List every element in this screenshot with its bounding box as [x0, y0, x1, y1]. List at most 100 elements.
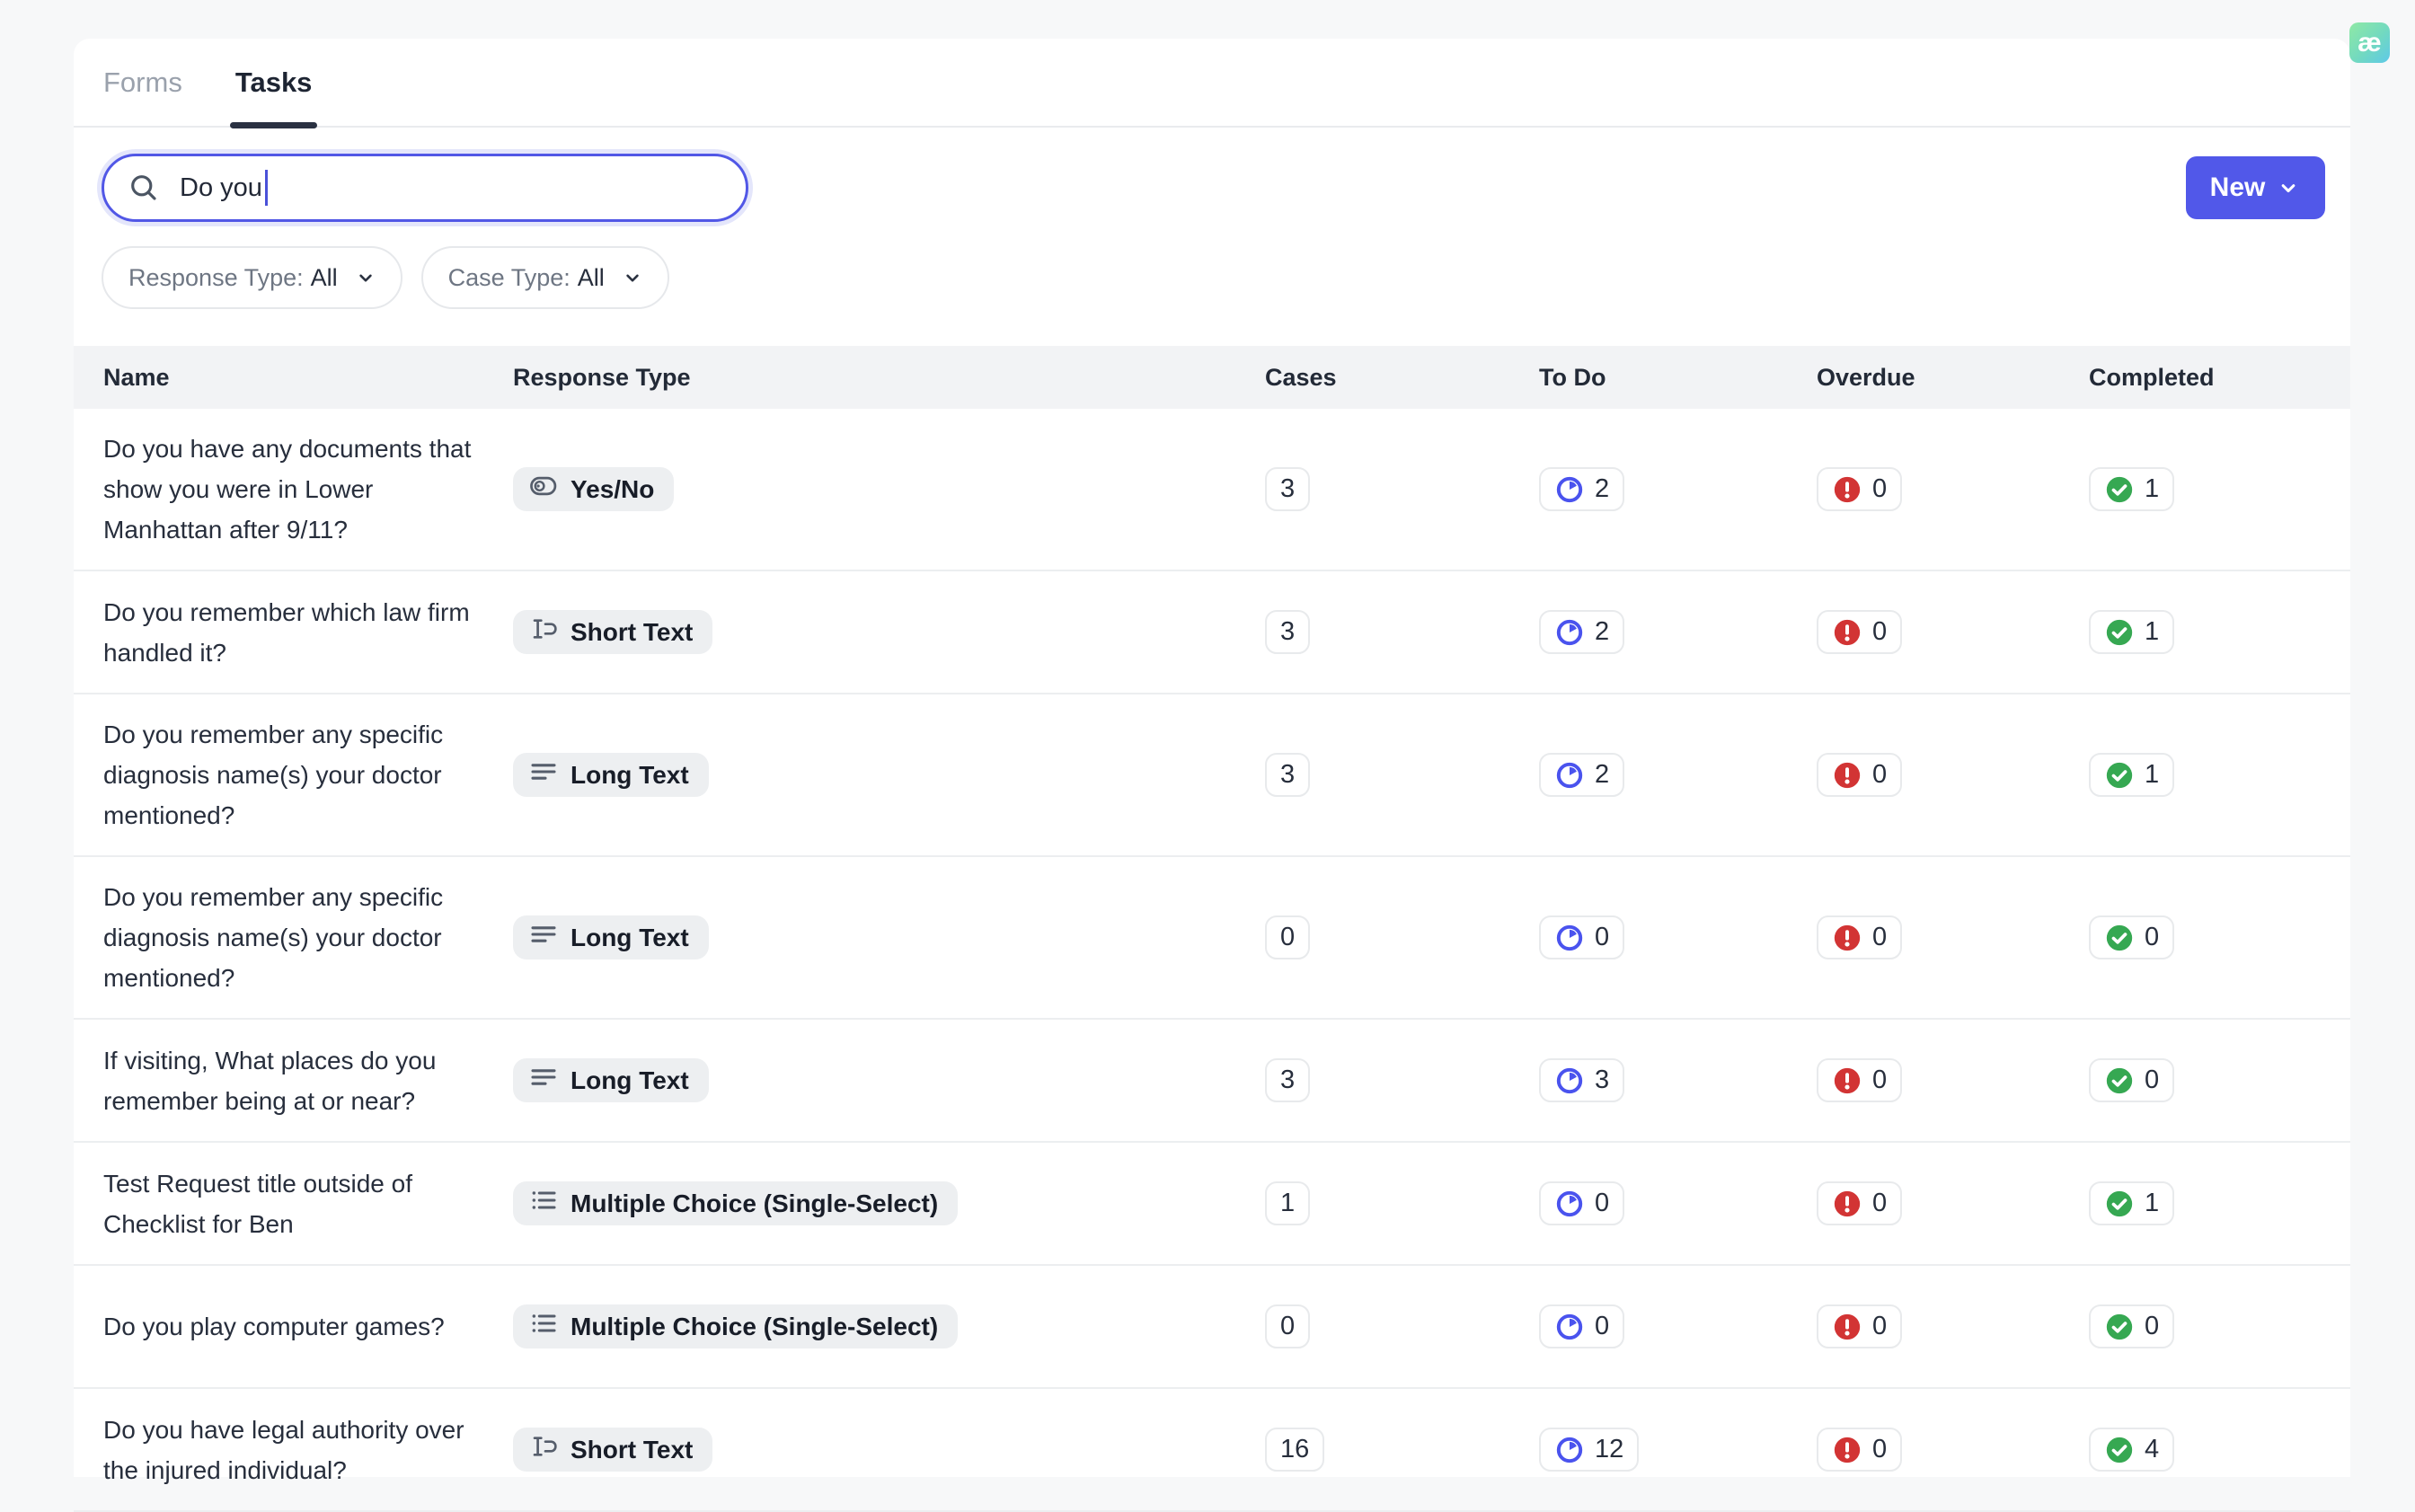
todo-chip: 2 [1539, 467, 1625, 511]
task-name: Do you have legal authority over the inj… [103, 1415, 464, 1484]
todo-chip: 0 [1539, 915, 1625, 959]
new-button-label: New [2209, 172, 2266, 202]
todo-chip: 2 [1539, 610, 1625, 654]
task-name: Do you remember any specific diagnosis n… [103, 883, 444, 992]
completed-chip: 1 [2089, 753, 2175, 797]
overdue-chip: 0 [1817, 1181, 1903, 1225]
toolbar: Do you New [74, 154, 2350, 222]
overdue-chip: 0 [1817, 1304, 1903, 1348]
table-row[interactable]: Do you remember any specific diagnosis n… [74, 694, 2350, 857]
text-caret [264, 170, 268, 206]
search-value: Do you [180, 172, 262, 202]
todo-chip: 12 [1539, 1428, 1640, 1472]
filter-case-type-label: Case Type: [447, 263, 571, 291]
response-type-label: Yes/No [571, 474, 655, 503]
task-name: Do you play computer games? [103, 1313, 445, 1340]
overdue-count: 0 [1872, 474, 1888, 503]
toggle-icon [529, 473, 558, 506]
todo-chip: 3 [1539, 1058, 1625, 1102]
todo-count: 2 [1595, 474, 1610, 503]
cases-chip: 0 [1265, 1304, 1311, 1348]
cases-chip: 16 [1265, 1428, 1325, 1472]
col-overdue: Overdue [1817, 363, 1915, 391]
long-text-icon [529, 920, 558, 955]
tab-tasks[interactable]: Tasks [229, 38, 318, 128]
cases-chip: 3 [1265, 753, 1311, 797]
cases-count: 3 [1280, 474, 1296, 503]
completed-chip: 0 [2089, 1058, 2175, 1102]
completed-chip: 1 [2089, 467, 2175, 511]
col-completed: Completed [2089, 363, 2215, 391]
clock-icon [1554, 923, 1585, 953]
overdue-count: 0 [1872, 617, 1888, 646]
clock-icon [1554, 474, 1585, 505]
alert-circle-icon [1832, 1312, 1862, 1342]
completed-count: 0 [2145, 1312, 2160, 1340]
filter-response-type[interactable]: Response Type: All [102, 246, 402, 309]
filter-case-type-value: All [577, 263, 605, 291]
overdue-chip: 0 [1817, 753, 1903, 797]
check-circle-icon [2104, 1065, 2135, 1096]
col-cases: Cases [1265, 363, 1337, 391]
response-type-badge: Multiple Choice (Single-Select) [513, 1181, 959, 1225]
response-type-label: Multiple Choice (Single-Select) [571, 1312, 939, 1340]
clock-icon [1554, 1189, 1585, 1219]
alert-circle-icon [1832, 1065, 1862, 1096]
table-row[interactable]: Do you remember which law firm handled i… [74, 571, 2350, 694]
cases-chip: 3 [1265, 1058, 1311, 1102]
table-row[interactable]: Test Request title outside of Checklist … [74, 1143, 2350, 1266]
long-text-icon [529, 1063, 558, 1098]
task-name: Do you remember which law firm handled i… [103, 597, 470, 667]
response-type-badge: Long Text [513, 753, 709, 797]
tab-bar: Forms Tasks [74, 39, 2350, 128]
check-circle-icon [2104, 617, 2135, 648]
table-row[interactable]: Do you remember any specific diagnosis n… [74, 857, 2350, 1020]
new-button[interactable]: New [2186, 156, 2325, 219]
response-type-badge: Short Text [513, 610, 713, 654]
check-circle-icon [2104, 1435, 2135, 1465]
filter-bar: Response Type: All Case Type: All [74, 246, 2350, 309]
filter-case-type[interactable]: Case Type: All [420, 246, 669, 309]
table-row[interactable]: Do you have legal authority over the inj… [74, 1389, 2350, 1512]
check-circle-icon [2104, 474, 2135, 505]
clock-icon [1554, 760, 1585, 791]
completed-count: 1 [2145, 474, 2160, 503]
completed-count: 1 [2145, 760, 2160, 789]
completed-count: 0 [2145, 1065, 2160, 1094]
response-type-label: Long Text [571, 923, 689, 951]
cases-count: 1 [1280, 1189, 1296, 1217]
clock-icon [1554, 1065, 1585, 1096]
table-row[interactable]: Do you have any documents that show you … [74, 409, 2350, 571]
check-circle-icon [2104, 1189, 2135, 1219]
search-input[interactable]: Do you [102, 154, 748, 222]
response-type-label: Short Text [571, 617, 694, 646]
todo-count: 3 [1595, 1065, 1610, 1094]
check-circle-icon [2104, 923, 2135, 953]
task-name: Test Request title outside of Checklist … [103, 1169, 412, 1238]
todo-chip: 0 [1539, 1304, 1625, 1348]
col-todo: To Do [1539, 363, 1606, 391]
todo-chip: 0 [1539, 1181, 1625, 1225]
cases-chip: 1 [1265, 1181, 1311, 1225]
tab-forms-label: Forms [103, 66, 182, 98]
main-panel: Forms Tasks Do you New [74, 39, 2350, 1512]
short-text-icon [529, 615, 558, 650]
col-name: Name [103, 363, 170, 391]
short-text-icon [529, 1432, 558, 1467]
response-type-label: Multiple Choice (Single-Select) [571, 1189, 939, 1217]
overdue-chip: 0 [1817, 915, 1903, 959]
completed-chip: 0 [2089, 1304, 2175, 1348]
todo-chip: 2 [1539, 753, 1625, 797]
response-type-label: Long Text [571, 760, 689, 789]
response-type-badge: Short Text [513, 1428, 713, 1472]
tab-forms[interactable]: Forms [103, 38, 182, 127]
completed-count: 1 [2145, 617, 2160, 646]
chevron-down-icon [2276, 175, 2301, 200]
completed-count: 1 [2145, 1189, 2160, 1217]
todo-count: 2 [1595, 617, 1610, 646]
completed-chip: 0 [2089, 915, 2175, 959]
response-type-label: Long Text [571, 1065, 689, 1094]
table-row[interactable]: If visiting, What places do you remember… [74, 1020, 2350, 1143]
table-row[interactable]: Do you play computer games? Multiple Cho… [74, 1266, 2350, 1389]
alert-circle-icon [1832, 474, 1862, 505]
